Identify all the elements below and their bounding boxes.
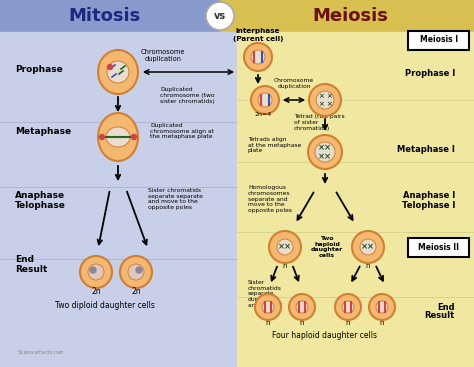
Ellipse shape [255,294,281,320]
Ellipse shape [308,135,342,169]
Ellipse shape [244,43,272,71]
Text: Metaphase: Metaphase [15,127,71,137]
Text: ×: × [326,101,332,107]
Text: 2n: 2n [131,287,141,295]
Text: End: End [15,255,34,265]
Ellipse shape [98,113,138,161]
Text: vs: vs [214,11,226,21]
Bar [0,0,220,32]
Text: Sister
chromatids
separate
during
anaphase II: Sister chromatids separate during anapha… [248,280,283,308]
Text: ×: × [326,93,332,99]
Bar [237,32,474,367]
Text: Four haploid daughter cells: Four haploid daughter cells [273,331,377,339]
Text: ×: × [318,93,324,99]
Text: Homologous
chromosomes
separate and
move to the
opposite poles: Homologous chromosomes separate and move… [248,185,292,213]
Text: Prophase: Prophase [15,65,63,75]
Text: Result: Result [15,265,47,273]
Text: Chromosome
duplication: Chromosome duplication [274,78,314,89]
Text: n: n [346,320,350,326]
Text: ××: ×× [318,143,332,153]
Text: Chromosome
duplication: Chromosome duplication [141,49,185,62]
Ellipse shape [296,301,308,313]
Ellipse shape [269,231,301,263]
Text: Anaphase: Anaphase [15,190,65,200]
Ellipse shape [107,61,129,83]
Text: Tetrads align
at the metaphase
plate: Tetrads align at the metaphase plate [248,137,301,153]
Ellipse shape [335,294,361,320]
Ellipse shape [352,231,384,263]
Ellipse shape [315,142,335,162]
Ellipse shape [98,50,138,94]
Text: Meiosis I: Meiosis I [420,36,458,44]
Text: Two diploid daughter cells: Two diploid daughter cells [55,301,155,309]
Text: Duplicated
chromosome align at
the metaphase plate: Duplicated chromosome align at the metap… [150,123,214,139]
Text: Duplicated
chromosome (two
sister chromatids): Duplicated chromosome (two sister chroma… [160,87,215,103]
Text: Meiosis: Meiosis [312,7,388,25]
Text: n: n [283,263,287,269]
Text: Meiosis II: Meiosis II [419,243,459,251]
Ellipse shape [277,239,293,255]
Circle shape [100,134,104,139]
Circle shape [131,134,137,139]
Text: ××: ×× [318,153,332,161]
Text: Telophase: Telophase [15,200,66,210]
Text: n: n [266,320,270,326]
Circle shape [206,2,234,30]
Ellipse shape [80,256,112,288]
Bar [0,32,237,367]
Ellipse shape [360,239,376,255]
Text: 2n: 2n [91,287,101,295]
Text: n: n [366,263,370,269]
FancyBboxPatch shape [409,237,470,257]
Text: n: n [380,320,384,326]
Ellipse shape [120,256,152,288]
Text: ××: ×× [361,243,375,251]
Bar [220,0,474,32]
Circle shape [90,267,96,273]
Ellipse shape [289,294,315,320]
Text: End: End [438,302,455,312]
Text: ScienceFacts.net: ScienceFacts.net [18,350,64,356]
Text: 2n=4: 2n=4 [255,113,272,117]
Circle shape [136,267,142,273]
Ellipse shape [309,84,341,116]
Ellipse shape [128,264,144,280]
Text: Metaphase I: Metaphase I [397,145,455,153]
Text: ×: × [318,101,324,107]
Ellipse shape [376,301,388,313]
Ellipse shape [106,127,130,147]
Text: Sister chromatids
separate separate
and move to the
opposite poles: Sister chromatids separate separate and … [148,188,203,210]
Text: Mitosis: Mitosis [69,7,141,25]
Text: ××: ×× [278,243,292,251]
Ellipse shape [251,50,265,64]
Text: Telophase I: Telophase I [401,200,455,210]
Ellipse shape [258,93,272,107]
Text: Prophase I: Prophase I [405,69,455,79]
Text: Tetrad (two pairs
of sister
chromatids): Tetrad (two pairs of sister chromatids) [294,114,345,131]
Ellipse shape [88,264,104,280]
Ellipse shape [342,301,354,313]
Ellipse shape [251,86,279,114]
Ellipse shape [369,294,395,320]
Text: Interphase
(Parent cell): Interphase (Parent cell) [233,29,283,41]
FancyBboxPatch shape [409,30,470,50]
Circle shape [108,65,112,69]
Text: Two
haploid
daughter
cells: Two haploid daughter cells [311,236,343,258]
Text: n: n [300,320,304,326]
Ellipse shape [262,301,274,313]
Ellipse shape [316,91,334,109]
Text: Result: Result [425,310,455,320]
Text: Anaphase I: Anaphase I [403,190,455,200]
